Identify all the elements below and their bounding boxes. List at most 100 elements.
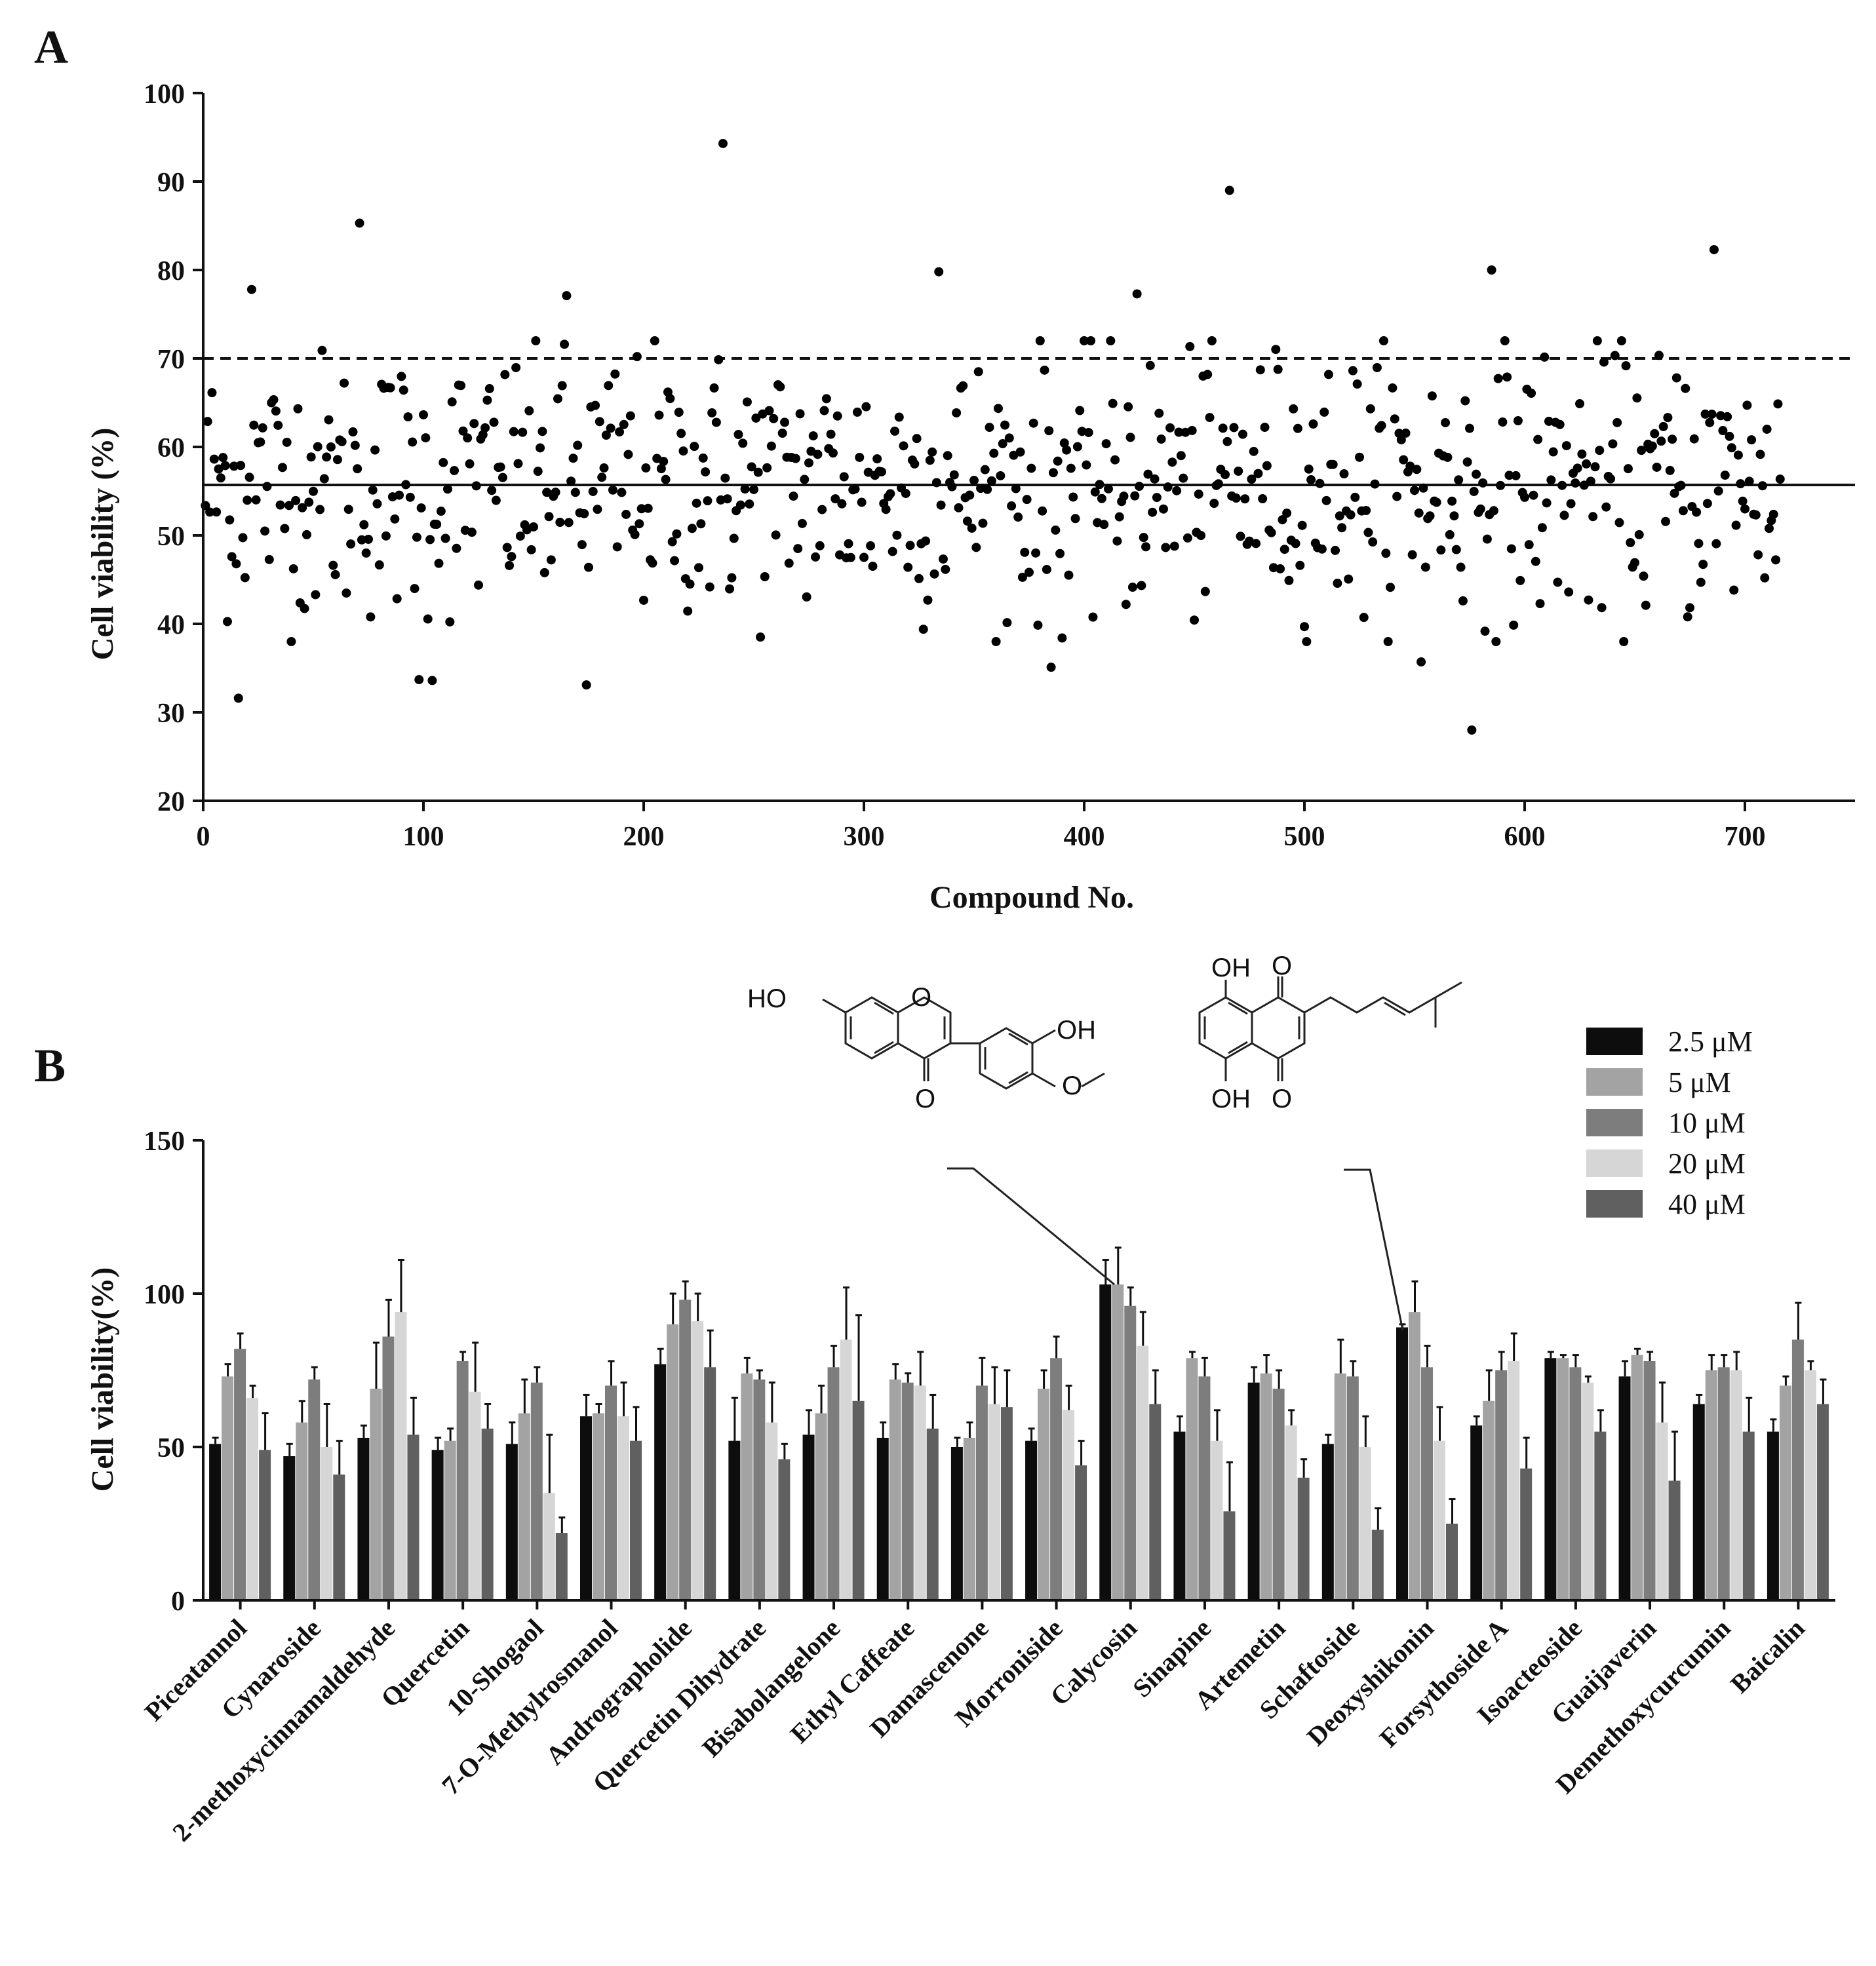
scatter-point — [1740, 504, 1749, 514]
scatter-point — [1361, 506, 1371, 516]
scatter-point — [1513, 416, 1523, 426]
scatter-point — [1425, 511, 1435, 521]
scatter-point — [1289, 404, 1299, 414]
scatter-point — [850, 484, 860, 494]
bar-y-tick-label: 100 — [144, 1280, 185, 1310]
scatter-point — [1478, 478, 1488, 488]
deoxyshikonin-label-oh-bottom: OH — [1211, 1085, 1251, 1113]
scatter-point — [348, 427, 358, 437]
scatter-point — [921, 536, 931, 546]
scatter-point — [236, 461, 246, 471]
scatter-point — [639, 595, 648, 605]
scatter-y-tick-label: 20 — [157, 787, 185, 817]
scatter-point — [1533, 434, 1543, 444]
scatter-point — [1751, 510, 1761, 520]
scatter-point — [1702, 499, 1712, 509]
scatter-point — [1174, 427, 1184, 437]
scatter-point — [876, 467, 886, 476]
scatter-point — [1055, 549, 1065, 558]
scatter-point — [1469, 486, 1479, 496]
scatter-point — [967, 523, 977, 533]
scatter-point — [1546, 475, 1556, 485]
scatter-point — [343, 505, 353, 514]
bar — [753, 1379, 766, 1600]
scatter-point — [1383, 637, 1393, 646]
scatter-point — [256, 437, 265, 447]
scatter-point — [1396, 435, 1406, 445]
scatter-point — [962, 516, 972, 526]
scatter-x-axis-title: Compound No. — [929, 880, 1134, 915]
scatter-point — [1553, 577, 1563, 587]
scatter-point — [1222, 436, 1232, 446]
scatter-point — [619, 419, 629, 429]
scatter-point — [1086, 336, 1096, 345]
bar — [1434, 1440, 1445, 1600]
scatter-point — [562, 291, 572, 301]
scatter-point — [1504, 471, 1514, 480]
scatter-point — [1088, 612, 1098, 622]
scatter-point — [899, 441, 909, 451]
scatter-point — [687, 524, 697, 533]
scatter-point — [817, 505, 827, 514]
scatter-point — [1229, 423, 1239, 433]
scatter-point — [1399, 455, 1409, 465]
scatter-point — [1727, 443, 1736, 453]
scatter-point — [1038, 506, 1047, 516]
scatter-point — [456, 381, 466, 391]
scatter-point — [1156, 434, 1166, 444]
scatter-point — [513, 459, 523, 469]
bar — [1643, 1360, 1656, 1600]
scatter-point — [1705, 417, 1715, 427]
scatter-point — [674, 408, 684, 417]
scatter-point — [991, 637, 1001, 646]
bar-x-tick-label: Bisabolangelone — [696, 1613, 846, 1763]
scatter-point — [1172, 486, 1182, 495]
scatter-point — [447, 397, 457, 407]
scatter-point — [1022, 495, 1032, 505]
bar — [1446, 1524, 1458, 1600]
scatter-point — [1665, 465, 1675, 475]
scatter-point — [1713, 486, 1723, 496]
scatter-point — [1066, 463, 1076, 473]
deoxyshikonin-label-o-bottom: O — [1272, 1085, 1292, 1113]
scatter-point — [1194, 489, 1203, 499]
scatter-point — [385, 383, 395, 393]
scatter-point — [465, 459, 475, 469]
scatter-point — [434, 558, 444, 568]
scatter-point — [630, 530, 640, 539]
scatter-point — [1489, 506, 1498, 516]
scatter-point — [264, 554, 274, 564]
bar — [1038, 1389, 1050, 1600]
scatter-point — [1031, 548, 1041, 558]
legend-label: 5 μM — [1668, 1066, 1731, 1098]
scatter-point — [555, 518, 565, 528]
scatter-point — [1344, 574, 1354, 584]
scatter-point — [969, 475, 979, 485]
scatter-point — [1304, 464, 1314, 474]
scatter-point — [1278, 515, 1287, 525]
bar — [395, 1312, 407, 1600]
scatter-point — [218, 453, 228, 463]
bar — [1804, 1370, 1816, 1600]
scatter-point — [502, 543, 512, 552]
scatter-point — [1328, 459, 1338, 469]
scatter-point — [1339, 469, 1349, 479]
scatter-point — [762, 463, 772, 472]
scatter-point — [685, 579, 695, 589]
scatter-point — [1566, 499, 1576, 509]
scatter-point — [544, 512, 554, 522]
scatter-point — [337, 436, 347, 446]
scatter-point — [718, 138, 728, 148]
scatter-point — [277, 463, 287, 472]
scatter-point — [1418, 483, 1428, 493]
scatter-point — [1694, 539, 1704, 549]
scatter-point — [518, 427, 528, 437]
scatter-point — [597, 472, 607, 482]
scatter-point — [1062, 445, 1072, 455]
scatter-point — [1258, 494, 1268, 504]
scatter-point — [405, 492, 415, 502]
scatter-point — [720, 473, 730, 483]
scatter-point — [1610, 351, 1620, 360]
bar — [1223, 1511, 1236, 1600]
